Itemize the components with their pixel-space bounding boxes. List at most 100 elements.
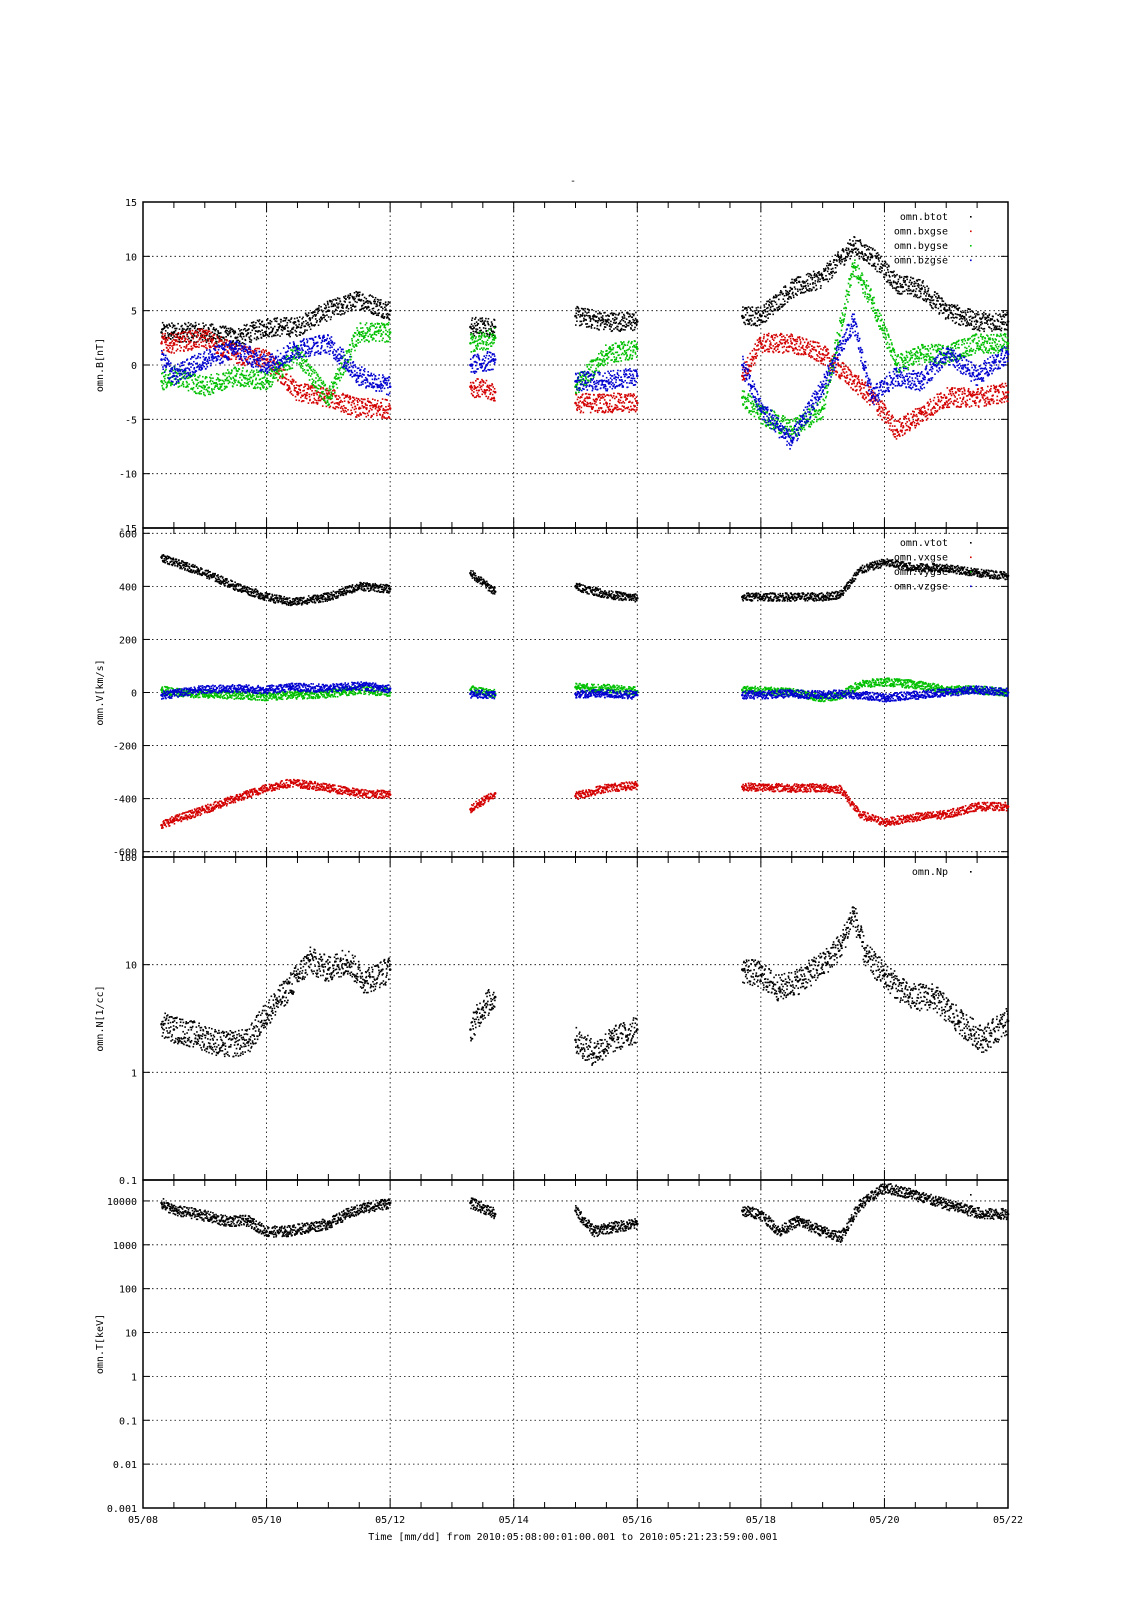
data-point [341, 304, 344, 307]
data-point [334, 408, 337, 410]
data-point [973, 400, 976, 403]
data-point [586, 396, 588, 398]
data-point [168, 351, 171, 353]
data-point [473, 326, 475, 329]
data-point [784, 343, 787, 345]
data-point [948, 398, 950, 401]
data-point [963, 387, 965, 389]
data-point [319, 320, 322, 323]
data-point [846, 382, 848, 385]
data-point [988, 389, 991, 391]
data-point [191, 329, 194, 332]
data-point [280, 321, 282, 323]
data-point [203, 334, 205, 336]
data-point [243, 361, 245, 364]
data-point [290, 349, 292, 351]
data-point [211, 388, 213, 390]
data-point [164, 377, 166, 380]
data-point [881, 400, 883, 402]
data-point [163, 325, 166, 327]
data-point [177, 340, 180, 343]
data-point [170, 332, 172, 335]
data-point [930, 305, 933, 307]
data-point [202, 340, 204, 343]
data-point [343, 296, 345, 298]
data-point [192, 374, 194, 376]
data-point [970, 320, 973, 323]
data-point [376, 409, 379, 412]
data-point [749, 318, 751, 321]
data-point [316, 373, 319, 376]
data-point [969, 308, 971, 311]
data-point [802, 282, 805, 284]
data-point [353, 402, 355, 405]
data-point [938, 408, 941, 410]
data-point [317, 308, 319, 311]
data-point [216, 352, 218, 354]
data-point [295, 399, 298, 401]
data-point [186, 328, 188, 331]
data-point [472, 325, 474, 327]
data-point [224, 387, 227, 389]
data-point [237, 370, 239, 373]
data-point [763, 320, 765, 323]
data-point [767, 317, 769, 319]
data-point [932, 399, 935, 402]
data-point [628, 401, 630, 403]
data-point [296, 335, 298, 337]
data-point [178, 382, 180, 384]
data-point [817, 277, 820, 279]
data-point [331, 401, 334, 403]
data-point [917, 278, 920, 281]
data-point [343, 400, 346, 402]
data-point [971, 395, 974, 397]
data-point [828, 278, 831, 280]
data-point [315, 308, 317, 311]
data-point [765, 340, 768, 342]
data-point [898, 421, 901, 423]
data-point [983, 393, 985, 395]
data-point [628, 313, 631, 315]
data-point [315, 392, 318, 394]
data-point [743, 316, 746, 319]
data-point [771, 300, 773, 303]
data-point [234, 336, 237, 340]
data-point [913, 295, 915, 298]
data-point [210, 335, 213, 338]
data-point [915, 419, 917, 422]
data-point [360, 331, 363, 333]
data-point [910, 422, 913, 425]
data-point [334, 381, 337, 384]
data-point [813, 358, 816, 360]
data-point [483, 389, 486, 392]
data-point [812, 341, 815, 344]
data-point [258, 378, 261, 381]
data-point [266, 319, 268, 322]
data-point [204, 377, 207, 380]
data-point [968, 393, 970, 396]
data-point [492, 325, 495, 328]
data-point [303, 393, 306, 396]
data-point [294, 387, 296, 390]
data-point [603, 399, 606, 401]
data-point [1000, 329, 1003, 332]
data-point [606, 394, 609, 396]
data-point [332, 385, 335, 388]
data-point [173, 343, 176, 345]
data-point [873, 399, 876, 402]
data-point [615, 396, 618, 398]
data-point [237, 353, 239, 355]
data-point [881, 418, 883, 421]
data-point [258, 347, 261, 350]
data-point [830, 263, 832, 265]
data-point [865, 254, 867, 257]
data-point [339, 367, 341, 369]
data-point [317, 397, 320, 400]
data-point [166, 339, 169, 341]
data-point [387, 405, 390, 407]
data-point [615, 406, 617, 409]
data-point [256, 319, 259, 322]
data-point [789, 296, 792, 298]
data-point [987, 398, 989, 401]
data-point [200, 327, 202, 330]
